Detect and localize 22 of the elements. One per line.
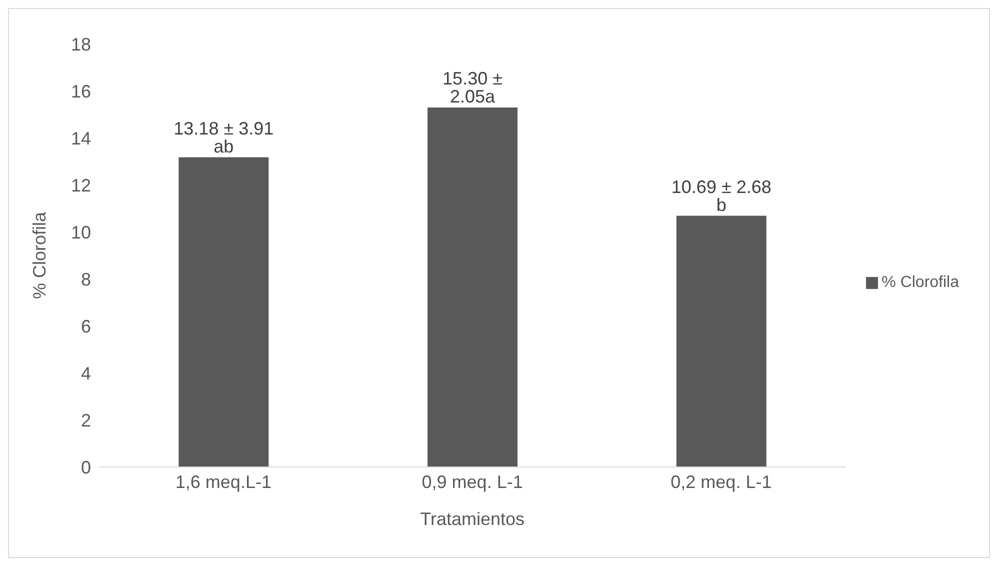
y-tick-label: 16 (70, 81, 91, 102)
x-axis-title: Tratamientos (420, 509, 525, 529)
bar (676, 216, 766, 467)
y-tick-label: 6 (80, 316, 91, 336)
y-axis-title: % Clorofila (29, 210, 50, 300)
y-tick-label: 4 (80, 363, 91, 384)
text: 15.30 ± 2.05a (442, 68, 502, 106)
bar (178, 157, 269, 467)
bar (428, 107, 518, 467)
y-tick-label: 14 (70, 128, 91, 148)
x-tick-label: 0,2 meq. L-1 (670, 472, 772, 492)
y-tick-label: 0 (80, 457, 91, 478)
x-tick-label: 0,9 meq. L-1 (422, 472, 523, 492)
text: 10.69 ± 2.68 b (671, 176, 772, 215)
y-tick-label: 10 (70, 222, 91, 242)
text: 13.18 ± 3.91 ab (174, 118, 274, 156)
x-tick-label: 1,6 meq.L-1 (175, 472, 272, 492)
y-tick-label: 8 (80, 269, 91, 290)
y-tick-label: 12 (70, 175, 91, 196)
y-tick-label: 18 (70, 34, 91, 54)
legend-label: % Clorofila (882, 274, 959, 291)
y-tick-label: 2 (80, 410, 91, 430)
